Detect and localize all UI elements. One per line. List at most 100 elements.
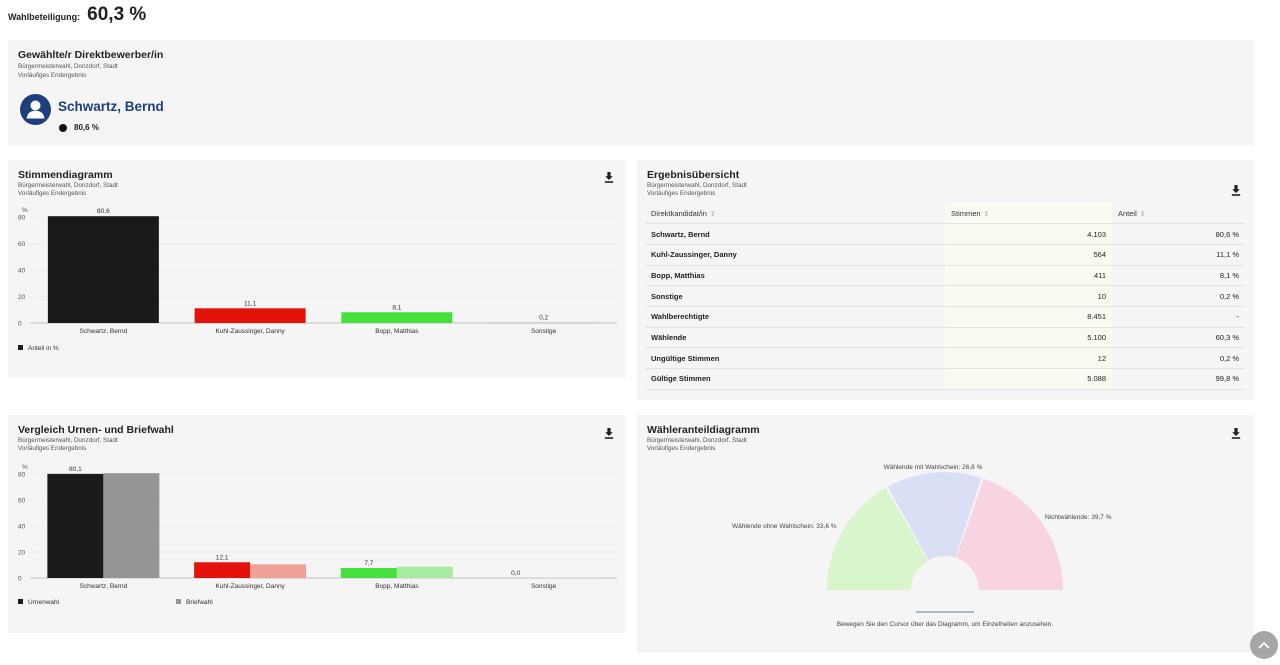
legend-swatch [18, 345, 23, 350]
voter-chart-panel: Wähleranteildiagramm Bürgermeisterwahl, … [637, 415, 1254, 653]
x-tick-label: Kuhl-Zaussinger, Danny [215, 583, 285, 590]
vote-chart-title: Stimmendiagramm [18, 169, 113, 181]
y-tick-label: 0 [18, 575, 22, 582]
vote-chart-status: Vorläufiges Endergebnis [18, 190, 87, 197]
bar[interactable] [194, 562, 251, 578]
voter-chart-subtitle: Bürgermeisterwahl, Donzdorf, Stadt [647, 437, 747, 444]
table-row: Ungültige Stimmen 12 0,2 % [645, 347, 1245, 369]
x-tick-label: Schwartz, Bernd [80, 583, 128, 590]
compare-chart-title: Vergleich Urnen- und Briefwahl [18, 424, 174, 436]
compare-chart-subtitle: Bürgermeisterwahl, Donzdorf, Stadt [18, 437, 118, 444]
table-row: Schwartz, Bernd 4.103 80,6 % [645, 223, 1245, 245]
pie-slice[interactable] [827, 487, 928, 590]
column-header-votes[interactable]: Stimmen ⇕ [945, 203, 1112, 225]
bar-value-label: 7,7 [364, 560, 373, 567]
bar-value-label: 12,1 [216, 554, 229, 561]
bar[interactable] [340, 567, 397, 578]
download-icon[interactable] [1231, 428, 1241, 439]
bar[interactable] [396, 566, 453, 578]
pie-slice[interactable] [956, 478, 1063, 590]
turnout-label: Wahlbeteiligung: [8, 12, 81, 22]
results-table-panel: Ergebnisübersicht Bürgermeisterwahl, Don… [637, 160, 1254, 400]
download-icon[interactable] [604, 428, 614, 439]
table-row: Kuhl-Zaussinger, Danny 564 11,1 % [645, 244, 1245, 266]
legend-label: Briefwahl [186, 599, 213, 606]
turnout-header: Wahlbeteiligung: 60,3 % [8, 4, 146, 28]
sort-icon[interactable]: ⇕ [1139, 210, 1146, 218]
vote-bar-chart: % 0 20 40 60 80 80,6 Schwartz, Bernd 11,1 Kuhl-Za… [18, 207, 617, 352]
y-axis-unit: % [22, 207, 28, 214]
pie-slice-label: Wählende ohne Wahlschein: 33,6 % [732, 523, 837, 530]
bar[interactable] [194, 308, 306, 323]
results-table: Direktkandidat/in ⇕ Stimmen ⇕ Anteil ⇕ Schw… [645, 203, 1245, 390]
table-header-row: Direktkandidat/in ⇕ Stimmen ⇕ Anteil ⇕ [645, 203, 1245, 225]
sort-icon[interactable]: ⇕ [983, 210, 990, 218]
table-row: Bopp, Matthias 411 8,1 % [645, 265, 1245, 287]
vote-chart-panel: Stimmendiagramm Bürgermeisterwahl, Donzd… [8, 160, 626, 378]
x-tick-label: Bopp, Matthias [375, 328, 419, 335]
vote-chart-subtitle: Bürgermeisterwahl, Donzdorf, Stadt [18, 182, 118, 189]
compare-chart-panel: Vergleich Urnen- und Briefwahl Bürgermei… [8, 415, 626, 633]
y-tick-label: 0 [18, 320, 22, 327]
user-circle-icon [20, 94, 51, 125]
bar[interactable] [47, 473, 104, 578]
bar[interactable] [250, 564, 307, 578]
x-tick-label: Schwartz, Bernd [80, 328, 128, 335]
sort-icon[interactable]: ⇕ [709, 210, 716, 218]
pie-slice-label: Wählende mit Wahlschein: 26,8 % [884, 464, 983, 471]
compare-bar-chart: % 0 20 40 60 80 80,1 Schwartz, Bernd 12,1 Kuhl-Za… [18, 464, 617, 606]
legend-swatch [18, 599, 23, 604]
voter-chart-title: Wähleranteildiagramm [647, 424, 760, 436]
voter-share-chart[interactable]: Wählende ohne Wahlschein: 33,6 % Wählende… [637, 415, 1254, 653]
y-tick-label: 80 [18, 471, 26, 478]
bar-value-label: 0,0 [511, 570, 520, 577]
voter-chart-status: Vorläufiges Endergebnis [647, 445, 716, 452]
legend-label: Anteil in % [28, 345, 59, 352]
results-table-title: Ergebnisübersicht [647, 169, 740, 181]
winner-share: 80,6 % [74, 123, 99, 132]
bar-value-label: 80,6 [97, 208, 110, 215]
table-row: Sonstige 10 0,2 % [645, 285, 1245, 307]
x-tick-label: Sonstige [531, 583, 557, 590]
bar-value-label: 80,1 [69, 466, 82, 473]
y-tick-label: 40 [18, 267, 26, 274]
download-icon[interactable] [1231, 185, 1241, 196]
bar[interactable] [47, 216, 159, 323]
bar[interactable] [341, 312, 453, 323]
pie-slice-label: Nichtwählende: 39,7 % [1045, 514, 1112, 521]
x-tick-label: Sonstige [531, 328, 557, 335]
results-table-subtitle: Bürgermeisterwahl, Donzdorf, Stadt [647, 182, 747, 189]
y-tick-label: 60 [18, 497, 26, 504]
winner-name: Schwartz, Bernd [58, 99, 164, 114]
table-row: Gültige Stimmen 5.088 99,8 % [645, 368, 1245, 390]
winner-panel: Gewählte/r Direktbewerber/in Bürgermeist… [8, 40, 1254, 146]
winner-panel-subtitle: Bürgermeisterwahl, Donzdorf, Stadt [18, 63, 118, 70]
turnout-value: 60,3 % [87, 4, 147, 25]
column-header-share[interactable]: Anteil ⇕ [1112, 203, 1245, 225]
x-tick-label: Bopp, Matthias [375, 583, 419, 590]
pie-slice[interactable] [887, 472, 982, 561]
winner-color-dot [59, 124, 67, 132]
chevron-up-icon [1258, 641, 1270, 649]
bar-value-label: 0,2 [539, 315, 548, 322]
bar-value-label: 11,1 [244, 300, 257, 307]
y-tick-label: 80 [18, 214, 26, 221]
bar-value-label: 8,1 [392, 304, 401, 311]
y-tick-label: 20 [18, 294, 26, 301]
scroll-top-button[interactable] [1250, 631, 1278, 659]
compare-chart-status: Vorläufiges Endergebnis [18, 445, 87, 452]
winner-panel-status: Vorläufiges Endergebnis [18, 72, 87, 79]
legend-label: Urnenwahl [28, 599, 60, 606]
download-icon[interactable] [604, 172, 614, 183]
y-tick-label: 60 [18, 241, 26, 248]
legend-swatch [176, 599, 181, 604]
column-header-candidate[interactable]: Direktkandidat/in ⇕ [645, 203, 945, 225]
voter-chart-hint: Bewegen Sie den Cursor über das Diagramm… [837, 621, 1054, 628]
y-axis-unit: % [22, 464, 28, 471]
y-tick-label: 20 [18, 549, 26, 556]
table-row: Wählende 5.100 60,3 % [645, 327, 1245, 349]
y-tick-label: 40 [18, 523, 26, 530]
table-row: Wahlberechtigte 8.451 - [645, 305, 1245, 328]
bar[interactable] [103, 473, 160, 578]
winner-panel-title: Gewählte/r Direktbewerber/in [18, 49, 164, 61]
